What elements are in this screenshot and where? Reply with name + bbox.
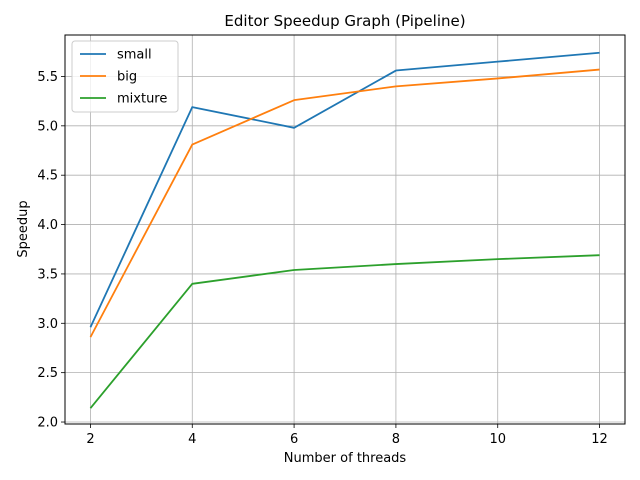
x-tick-label: 8 bbox=[392, 432, 400, 447]
series-line-small bbox=[89, 51, 600, 328]
y-tick-label: 2.5 bbox=[37, 366, 58, 381]
legend-label-small: small bbox=[117, 48, 152, 63]
chart-title: Editor Speedup Graph (Pipeline) bbox=[224, 12, 465, 30]
x-tick-label: 6 bbox=[290, 432, 298, 447]
x-axis-ticks: 2 4 6 8 10 12 bbox=[86, 424, 608, 447]
x-tick-label: 10 bbox=[489, 432, 506, 447]
y-tick-label: 5.5 bbox=[37, 70, 58, 85]
x-tick-label: 12 bbox=[591, 432, 608, 447]
x-tick-label: 2 bbox=[86, 432, 94, 447]
series-lines bbox=[89, 51, 600, 409]
y-tick-label: 4.5 bbox=[37, 169, 58, 184]
y-tick-label: 3.0 bbox=[37, 317, 58, 332]
plot-frame bbox=[64, 34, 626, 425]
y-axis-label: Speedup bbox=[16, 200, 31, 257]
legend-label-mixture: mixture bbox=[117, 92, 167, 107]
y-tick-label: 4.0 bbox=[37, 218, 58, 233]
legend: small big mixture bbox=[71, 40, 179, 113]
x-axis-label: Number of threads bbox=[284, 451, 407, 466]
legend-box bbox=[71, 40, 179, 113]
y-tick-label: 5.0 bbox=[37, 119, 58, 134]
y-tick-label: 3.5 bbox=[37, 267, 58, 282]
series-line-big bbox=[89, 68, 600, 338]
series-line-mixture bbox=[89, 254, 600, 409]
x-tick-label: 4 bbox=[188, 432, 196, 447]
y-axis-ticks: 2.0 2.5 3.0 3.5 4.0 4.5 5.0 5.5 bbox=[37, 70, 65, 431]
legend-label-big: big bbox=[117, 70, 137, 85]
y-tick-label: 2.0 bbox=[37, 416, 58, 431]
